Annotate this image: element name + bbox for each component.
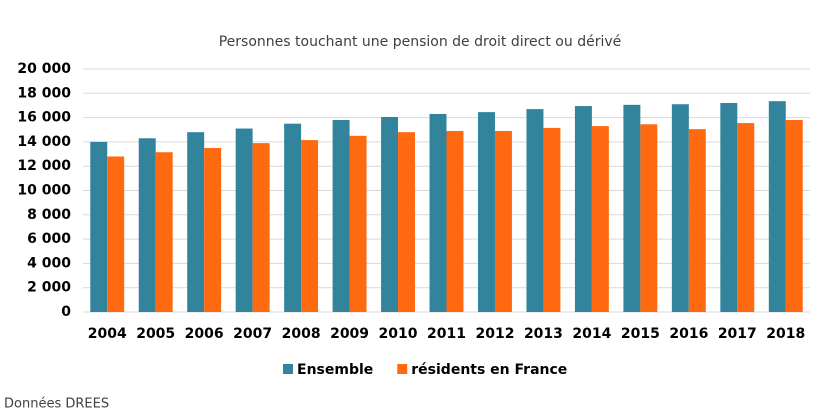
bar — [204, 147, 222, 312]
source-note: Données DREES — [4, 397, 109, 412]
y-tick-label: 16 000 — [17, 110, 71, 126]
bar — [187, 132, 205, 312]
y-tick-label: 8 000 — [27, 207, 71, 223]
bar — [381, 116, 399, 313]
x-tick-label: 2015 — [621, 326, 660, 342]
bar — [284, 123, 302, 312]
y-tick-label: 12 000 — [17, 158, 71, 174]
x-tick-label: 2005 — [136, 326, 175, 342]
y-tick-label: 6 000 — [27, 231, 71, 247]
x-tick-label: 2008 — [282, 326, 321, 342]
bar — [720, 103, 738, 313]
bar — [138, 138, 156, 312]
y-tick-label: 10 000 — [17, 183, 71, 199]
y-tick-label: 18 000 — [17, 85, 71, 101]
bar — [671, 104, 689, 312]
bar — [737, 123, 755, 312]
y-tick-label: 0 — [61, 304, 71, 320]
bar — [301, 140, 319, 312]
bar — [768, 101, 786, 312]
bar — [494, 130, 512, 312]
bar — [90, 141, 108, 312]
x-tick-label: 2016 — [669, 326, 708, 342]
bar — [526, 109, 544, 312]
x-tick-label: 2011 — [427, 326, 466, 342]
bar — [398, 132, 415, 312]
y-tick-label: 2 000 — [27, 280, 71, 296]
legend-label: résidents en France — [411, 362, 567, 378]
x-tick-label: 2010 — [379, 326, 418, 342]
x-tick-label: 2013 — [524, 326, 563, 342]
legend-swatch — [283, 364, 293, 374]
bar — [107, 156, 125, 312]
bar — [785, 120, 803, 312]
x-tick-label: 2006 — [185, 326, 224, 342]
bar — [574, 106, 592, 313]
bar — [235, 128, 253, 312]
bar — [332, 120, 350, 312]
bar — [478, 112, 495, 312]
x-tick-label: 2014 — [572, 326, 611, 342]
bar — [446, 130, 464, 312]
legend-swatch — [397, 364, 408, 374]
bar — [252, 143, 270, 312]
x-tick-label: 2018 — [766, 326, 805, 342]
x-tick-label: 2004 — [88, 326, 127, 342]
bar — [155, 152, 173, 312]
chart-title: Personnes touchant une pension de droit … — [219, 34, 622, 50]
bar — [623, 104, 641, 312]
legend-label: Ensemble — [297, 362, 373, 378]
y-tick-label: 20 000 — [17, 61, 71, 77]
bar — [688, 129, 706, 312]
x-tick-label: 2007 — [233, 326, 272, 342]
y-tick-label: 4 000 — [27, 255, 71, 271]
bar — [349, 135, 367, 312]
bar — [543, 127, 561, 313]
bar — [640, 124, 658, 312]
bar — [591, 126, 609, 312]
y-tick-label: 14 000 — [17, 134, 71, 150]
x-tick-label: 2009 — [330, 326, 369, 342]
x-tick-label: 2012 — [475, 326, 514, 342]
bar — [429, 113, 447, 312]
x-tick-label: 2017 — [718, 326, 757, 342]
